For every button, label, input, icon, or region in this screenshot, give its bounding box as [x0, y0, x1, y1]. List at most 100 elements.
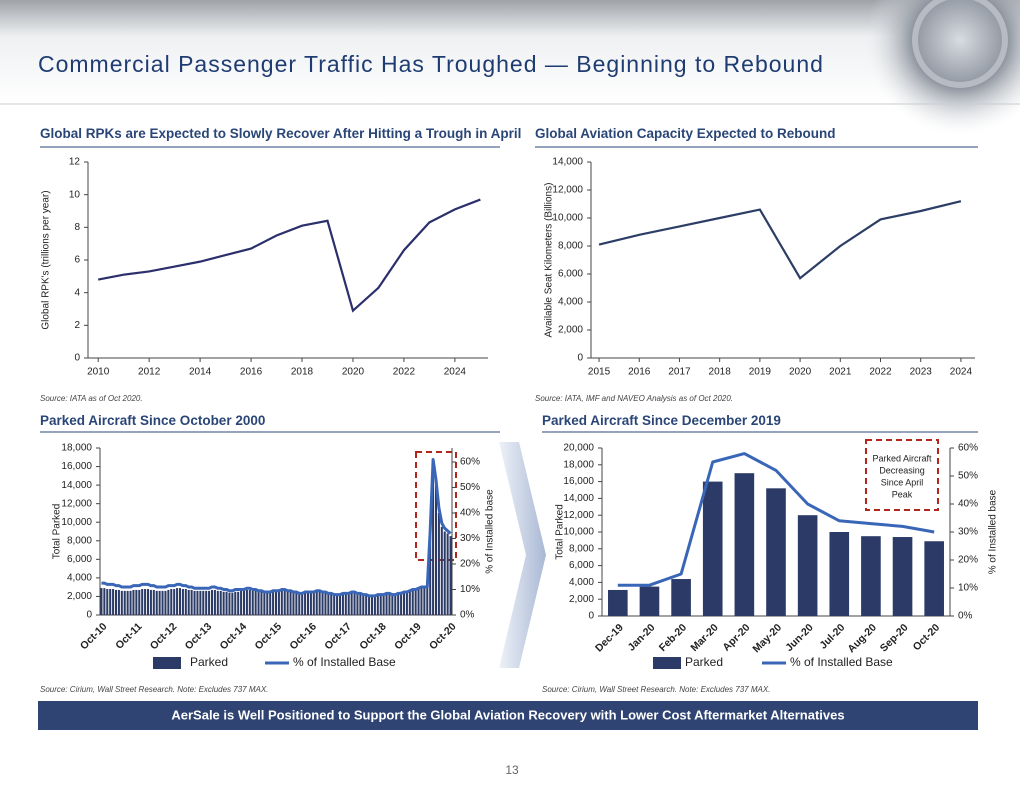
bar [440, 526, 443, 615]
bar [289, 591, 292, 615]
bar [365, 593, 368, 615]
bar [187, 589, 190, 615]
y2-tick-label: 30% [460, 533, 480, 544]
y-axis-label: Total Parked [52, 504, 63, 560]
x-tick-label: 2022 [393, 367, 416, 378]
bar [242, 590, 246, 615]
y2-tick-label: 30% [958, 527, 978, 538]
legend-swatch [653, 657, 681, 669]
bar [797, 515, 818, 616]
x-tick-label: 2019 [749, 367, 772, 378]
x-tick-label: Aug-20 [845, 621, 879, 655]
y2-tick-label: 40% [958, 499, 978, 510]
bar [370, 594, 374, 615]
bar [240, 590, 243, 615]
x-tick-label: 2015 [588, 367, 611, 378]
bar [321, 591, 324, 615]
bar [170, 589, 173, 615]
bar [397, 592, 400, 615]
bar [257, 591, 260, 615]
y-tick-label: 12,000 [552, 185, 583, 196]
y-tick-label: 8 [74, 222, 80, 233]
bar [315, 590, 318, 615]
y-tick-label: 6 [74, 255, 80, 266]
x-tick-label: Oct-18 [357, 620, 389, 652]
x-tick-label: 2018 [291, 367, 314, 378]
bar [446, 533, 449, 615]
bar [196, 590, 199, 615]
bar [362, 593, 365, 615]
annotation: Peak [892, 489, 913, 499]
annotation: Parked Aircraft [872, 453, 932, 463]
bar [312, 591, 315, 615]
bar [306, 592, 310, 615]
x-tick-label: Oct-14 [218, 620, 250, 652]
y-tick-label: 18,000 [563, 459, 594, 470]
bar [411, 589, 414, 615]
bar [205, 590, 208, 615]
x-tick-label: 2021 [829, 367, 852, 378]
bar [254, 590, 257, 615]
x-tick-label: Feb-20 [657, 621, 690, 654]
bar [167, 589, 170, 615]
bar [225, 591, 228, 615]
x-tick-label: 2012 [138, 367, 161, 378]
bar [178, 588, 182, 615]
y-axis-label: Total Parked [555, 504, 566, 560]
pct-line [617, 452, 935, 587]
bar [292, 592, 295, 615]
bar [132, 589, 135, 615]
bar [120, 590, 123, 615]
page-number: 13 [505, 763, 519, 777]
x-tick-label: Sep-20 [878, 621, 911, 654]
y2-tick-label: 10% [958, 583, 978, 594]
x-tick-label: Oct-20 [427, 620, 459, 652]
bar [245, 589, 248, 615]
bar [423, 587, 426, 615]
x-tick-label: 2016 [628, 367, 651, 378]
y-tick-label: 6,000 [558, 269, 583, 280]
bar [414, 589, 417, 615]
y-tick-label: 14,000 [563, 493, 594, 504]
engine-ring [912, 0, 1008, 88]
bar [318, 590, 321, 615]
data-line [598, 200, 962, 280]
bar [330, 592, 333, 615]
bar [109, 589, 112, 615]
x-tick-label: Apr-20 [720, 621, 752, 653]
bar [146, 589, 150, 615]
x-tick-label: Oct-16 [287, 620, 319, 652]
bar [181, 589, 184, 615]
bar [216, 590, 219, 615]
x-tick-label: Oct-10 [78, 620, 110, 652]
pct-line [101, 457, 452, 598]
bar [123, 590, 126, 615]
bar [391, 593, 394, 615]
bar [283, 590, 286, 615]
bar [280, 590, 283, 615]
y-tick-label: 4,000 [569, 577, 594, 588]
header-band [0, 0, 1020, 104]
y-tick-label: 18,000 [61, 443, 92, 454]
y-tick-label: 8,000 [569, 543, 594, 554]
x-tick-label: Jun-20 [783, 621, 816, 654]
x-tick-label: 2018 [709, 367, 732, 378]
bar [135, 589, 138, 615]
bar [141, 589, 144, 615]
bar [173, 589, 176, 615]
bar [112, 589, 115, 615]
legend-label: % of Installed Base [293, 655, 396, 669]
bar [434, 480, 438, 615]
bar [327, 592, 330, 615]
legend-label: Parked [190, 655, 228, 669]
bar [234, 591, 237, 615]
bar [350, 591, 353, 615]
y-tick-label: 12,000 [61, 498, 92, 509]
x-tick-label: Oct-13 [183, 620, 215, 652]
bar [295, 592, 298, 615]
y-tick-label: 10 [69, 189, 81, 200]
bar [426, 587, 429, 615]
source-note: Source: IATA as of Oct 2020. [40, 394, 143, 403]
bar [417, 589, 420, 615]
bar [272, 591, 275, 615]
